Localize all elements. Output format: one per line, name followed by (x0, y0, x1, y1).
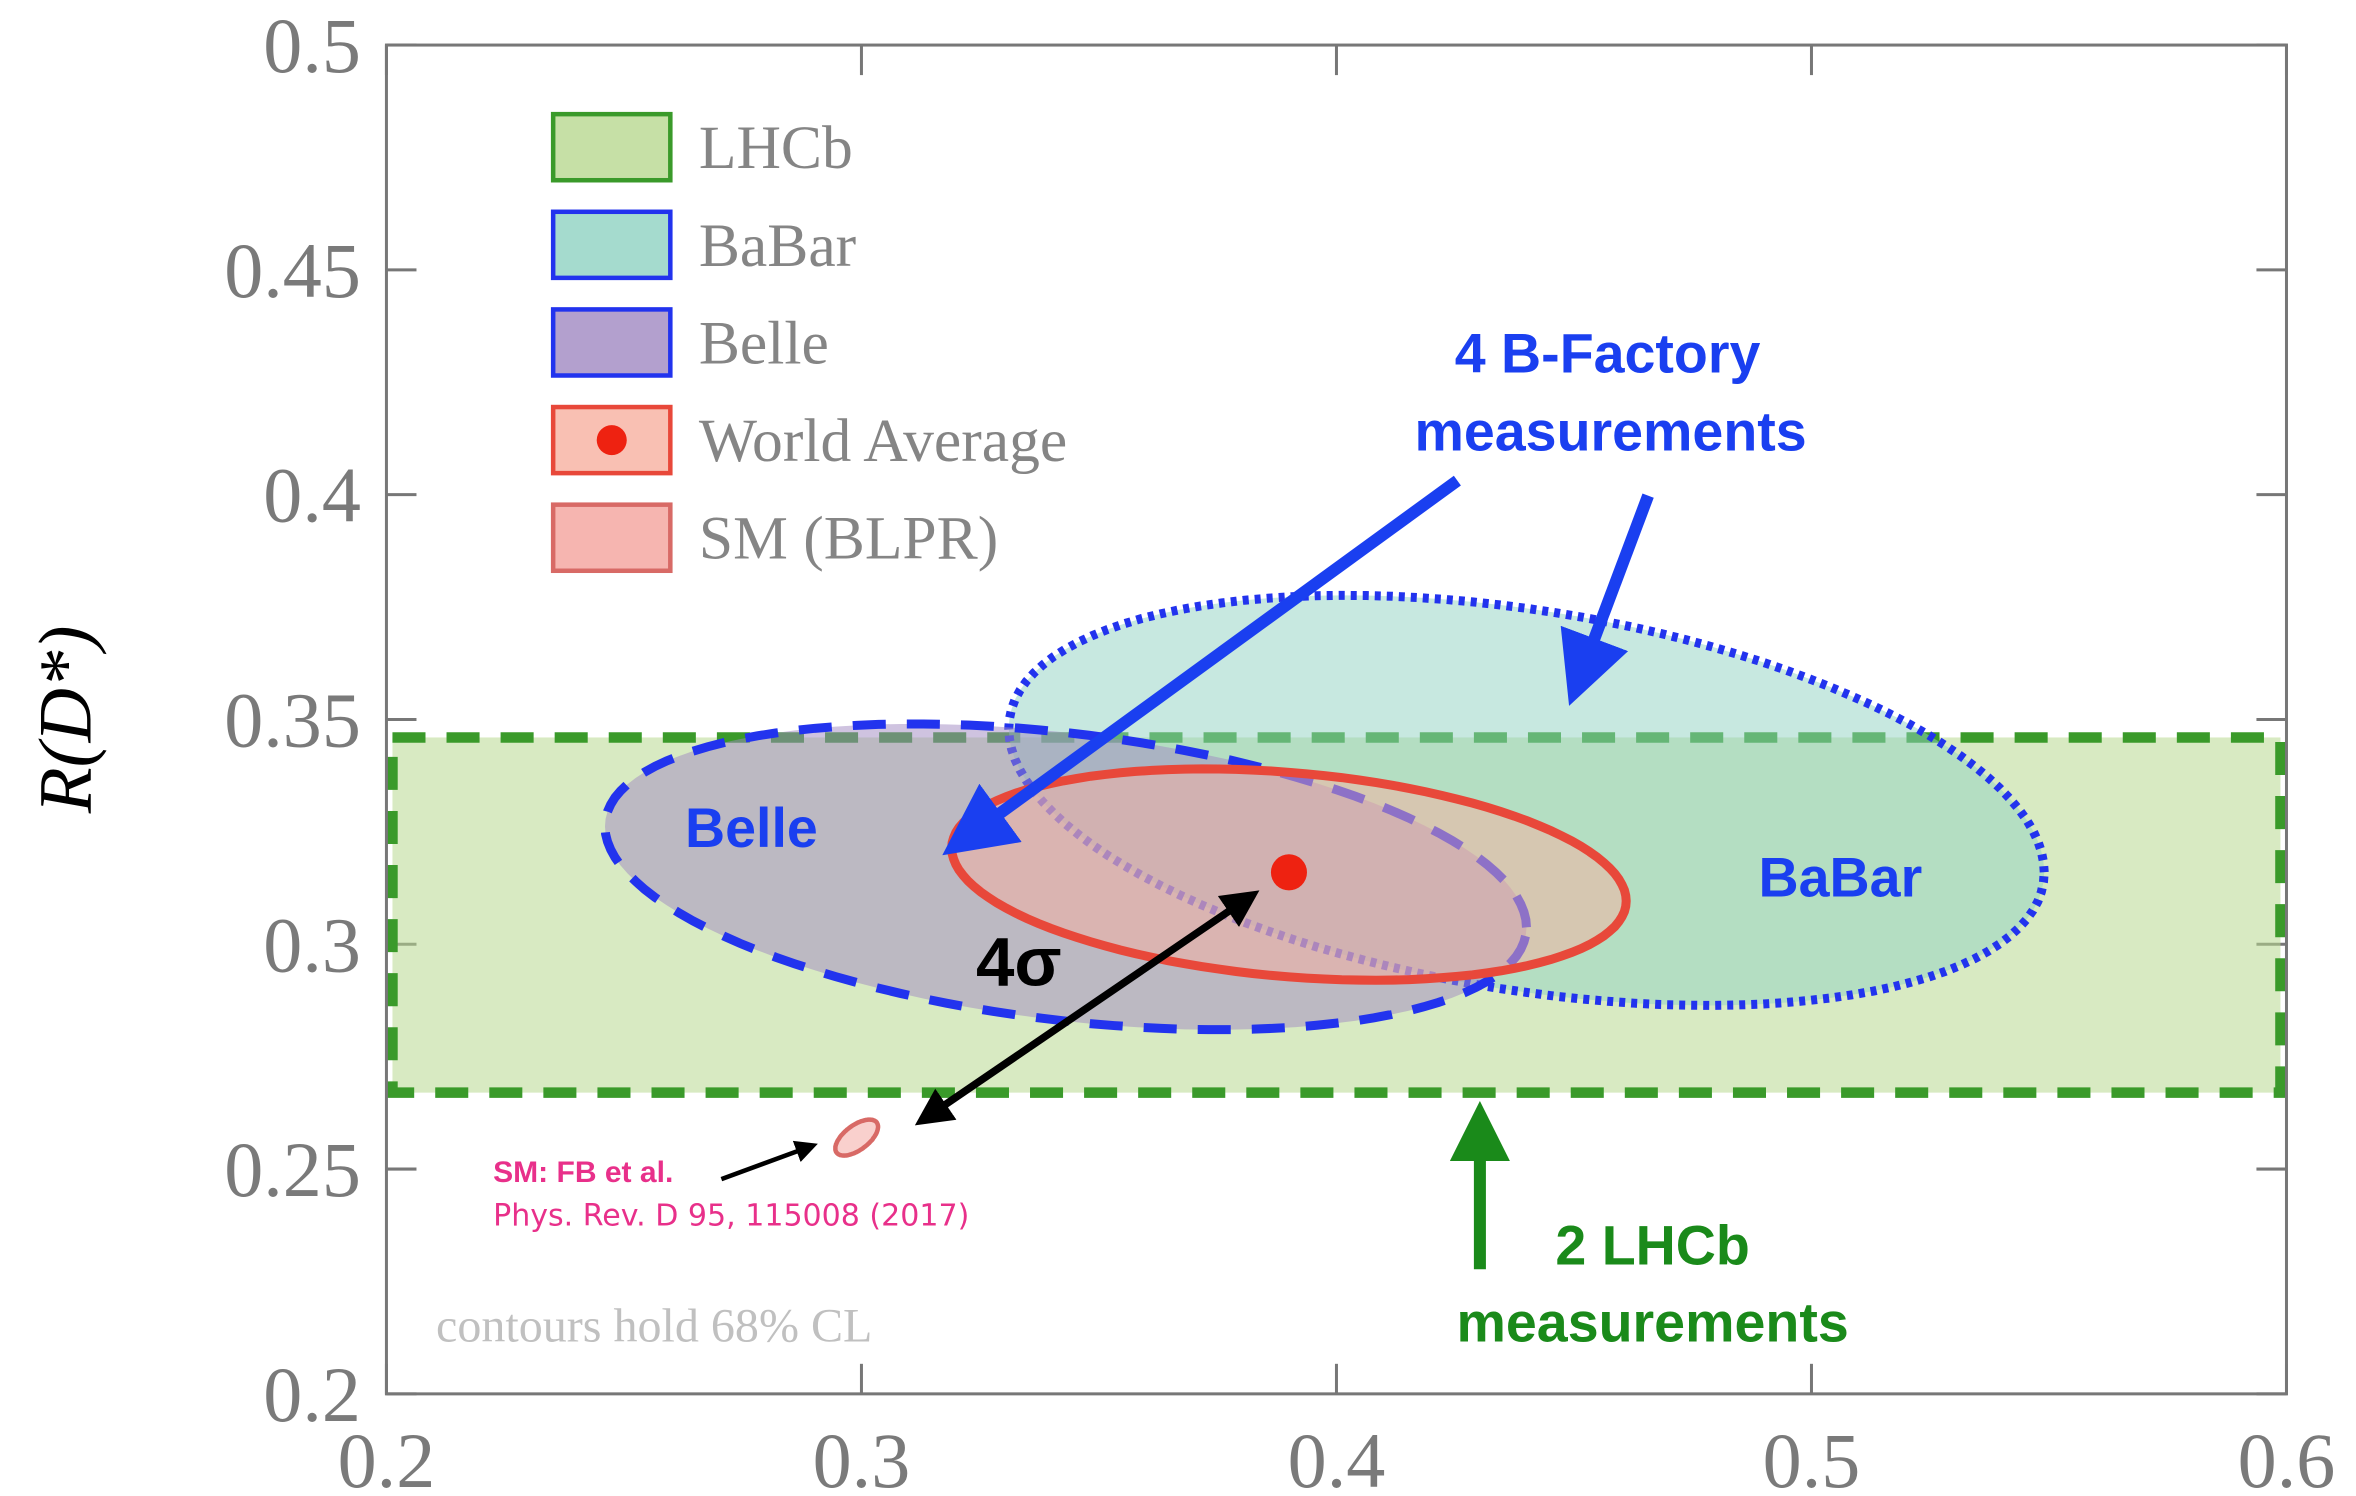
point (1271, 854, 1307, 890)
arrow (721, 1146, 811, 1179)
y-tick-label: 0.4 (263, 452, 361, 539)
annotation: 2 LHCb (1555, 1215, 1749, 1277)
legend-label: BaBar (699, 212, 856, 280)
y-tick-label: 0.5 (263, 2, 361, 89)
y-tick-label: 0.25 (224, 1126, 361, 1213)
chart: LHCb BaBar Belle World Average SM (BLPR) R(D… (0, 0, 2356, 1496)
x-tick-label: 0.2 (338, 1417, 436, 1496)
legend: LHCb BaBar Belle World Average SM (BLPR) (553, 114, 1067, 573)
legend-label: World Average (699, 407, 1067, 475)
legend-label: LHCb (699, 114, 853, 182)
legend-marker (597, 425, 627, 455)
note: contours hold 68% CL (436, 1299, 872, 1352)
x-tick-label: 0.3 (813, 1417, 911, 1496)
x-tick-label: 0.5 (1763, 1417, 1861, 1496)
y-tick-label: 0.45 (224, 227, 361, 314)
annotation: 4σ (976, 922, 1062, 1000)
legend-swatch (553, 309, 670, 375)
annotation: measurements (1414, 401, 1806, 463)
annotation: SM: FB et al. (493, 1156, 673, 1189)
y-axis-label: R(D*) (25, 626, 108, 815)
annotation: 4 B-Factory (1455, 322, 1761, 384)
legend-swatch (553, 505, 670, 571)
y-tick-label: 0.35 (224, 676, 361, 763)
legend-label: Belle (699, 309, 829, 377)
y-tick-label: 0.3 (263, 901, 361, 988)
legend-swatch (553, 114, 670, 180)
legend-label: SM (BLPR) (699, 505, 998, 573)
annotation: BaBar (1759, 847, 1923, 909)
contour (835, 1120, 878, 1156)
annotation: Phys. Rev. D 95, 115008 (2017) (493, 1199, 969, 1234)
annotation: measurements (1457, 1291, 1849, 1353)
annotation: Belle (685, 797, 818, 859)
x-tick-label: 0.4 (1288, 1417, 1386, 1496)
legend-swatch (553, 212, 670, 278)
x-tick-label: 0.6 (2238, 1417, 2336, 1496)
